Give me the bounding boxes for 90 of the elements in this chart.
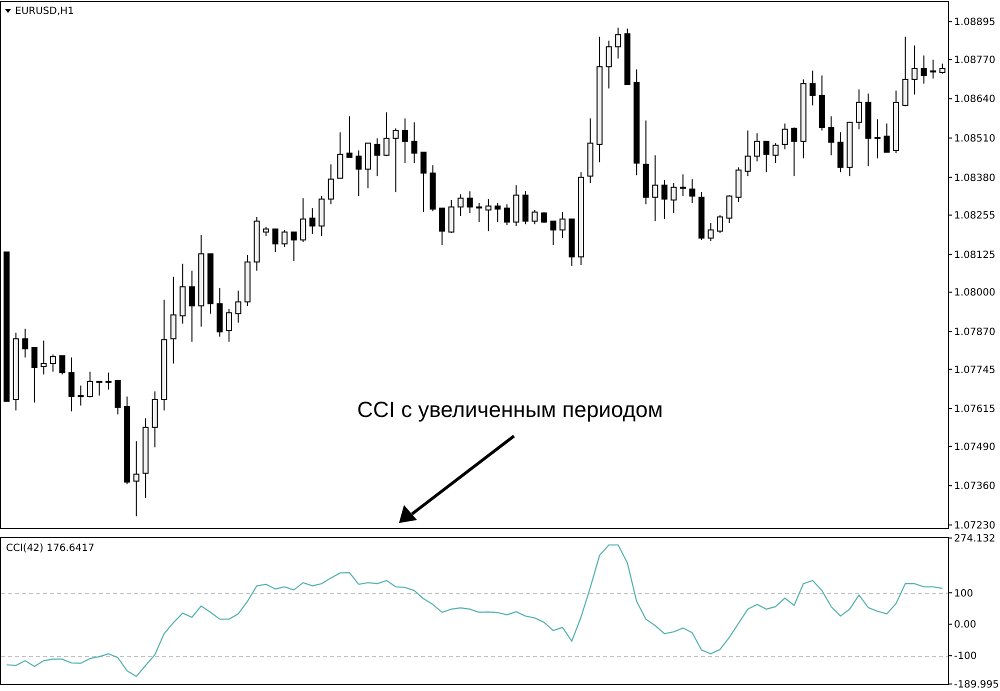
annotation: CCI с увеличенным периодом: [357, 397, 663, 422]
candlestick: [670, 182, 677, 214]
candlestick: [763, 140, 770, 173]
y-tick-label: 1.08770: [954, 54, 996, 66]
candlestick: [337, 132, 344, 179]
candlestick: [226, 308, 232, 342]
candlestick: [652, 154, 658, 222]
candlestick: [31, 347, 38, 404]
candlestick: [263, 226, 270, 236]
candlestick: [374, 138, 380, 177]
y-tick-label: 0.00: [954, 620, 976, 631]
candlestick: [754, 132, 760, 162]
candlestick: [272, 228, 278, 252]
candlestick: [402, 118, 408, 164]
y-tick-label: -100: [954, 651, 977, 662]
candlestick: [476, 202, 482, 223]
candlestick: [485, 198, 492, 232]
candlestick: [615, 27, 622, 60]
candlestick: [661, 180, 668, 220]
text: CCI(42) 176.6417: [6, 543, 94, 554]
candlestick: [133, 440, 140, 517]
y-tick-label: 1.07360: [954, 481, 996, 492]
candlestick: [309, 208, 316, 234]
candlestick: [828, 116, 834, 156]
candlestick: [772, 142, 779, 164]
candlestick: [300, 198, 306, 243]
candlestick: [96, 380, 102, 396]
y-tick-label: 1.08895: [954, 17, 996, 28]
y-tick-label: 1.07870: [954, 327, 996, 338]
candlestick: [939, 63, 946, 74]
candlestick: [680, 174, 686, 197]
y-tick-label: 1.07490: [954, 442, 996, 453]
candlestick: [744, 130, 751, 177]
y-tick-label: 1.08125: [954, 250, 996, 261]
candlestick: [726, 194, 732, 224]
candlestick: [540, 212, 547, 224]
candlestick: [606, 40, 612, 89]
candlestick: [22, 328, 28, 358]
y-tick-label: 274.132: [954, 534, 996, 544]
y-tick-label: 1.08510: [954, 134, 996, 145]
candlestick: [235, 290, 242, 324]
candlestick: [689, 178, 696, 204]
y-tick-label: 1.08000: [954, 288, 996, 299]
candlestick: [392, 128, 399, 193]
y-tick-label: 1.08255: [954, 210, 996, 222]
candlestick: [290, 232, 297, 262]
candlestick: [328, 164, 334, 205]
candlestick: [504, 204, 510, 226]
candlestick: [78, 385, 84, 406]
candlestick: [282, 229, 288, 248]
candlestick: [356, 150, 362, 197]
candlestick: [494, 202, 501, 223]
chart-title: EURUSD,H1: [15, 6, 74, 17]
candlestick: [856, 88, 862, 130]
candlestick: [560, 212, 566, 239]
candlestick: [59, 355, 66, 375]
candlestick: [87, 371, 94, 398]
y-tick-label: 1.08640: [954, 94, 996, 106]
candlestick: [532, 209, 538, 225]
candlestick: [884, 123, 890, 153]
candlestick: [930, 59, 936, 79]
candlestick: [40, 340, 47, 375]
candlestick: [912, 45, 918, 96]
y-tick-label: 100: [954, 588, 974, 600]
candlestick: [717, 214, 724, 234]
candlestick: [550, 220, 556, 246]
candlestick: [106, 372, 112, 390]
candlestick: [791, 126, 798, 177]
candlestick: [810, 70, 816, 106]
y-tick-label: 1.07745: [954, 364, 996, 376]
y-tick-label: 1.07615: [954, 404, 996, 416]
candlestick: [411, 122, 418, 164]
candlestick: [466, 190, 473, 214]
candlestick: [68, 357, 74, 412]
candlestick: [920, 55, 927, 84]
candlestick: [874, 118, 881, 159]
candlestick: [346, 116, 352, 158]
line-series: [6, 544, 943, 678]
candlestick: [458, 194, 464, 217]
candlestick: [782, 123, 788, 150]
candlestick: [170, 276, 176, 364]
y-tick-label: 1.07230: [954, 520, 996, 532]
candlestick: [50, 354, 56, 372]
candlestick: [188, 270, 195, 342]
candlestick: [439, 208, 446, 246]
candlestick: [383, 112, 390, 157]
candlestick: [708, 222, 714, 242]
y-tick-label: -189.995: [954, 680, 999, 690]
candlestick: [420, 152, 427, 213]
y-tick-label: 1.08380: [954, 172, 996, 184]
